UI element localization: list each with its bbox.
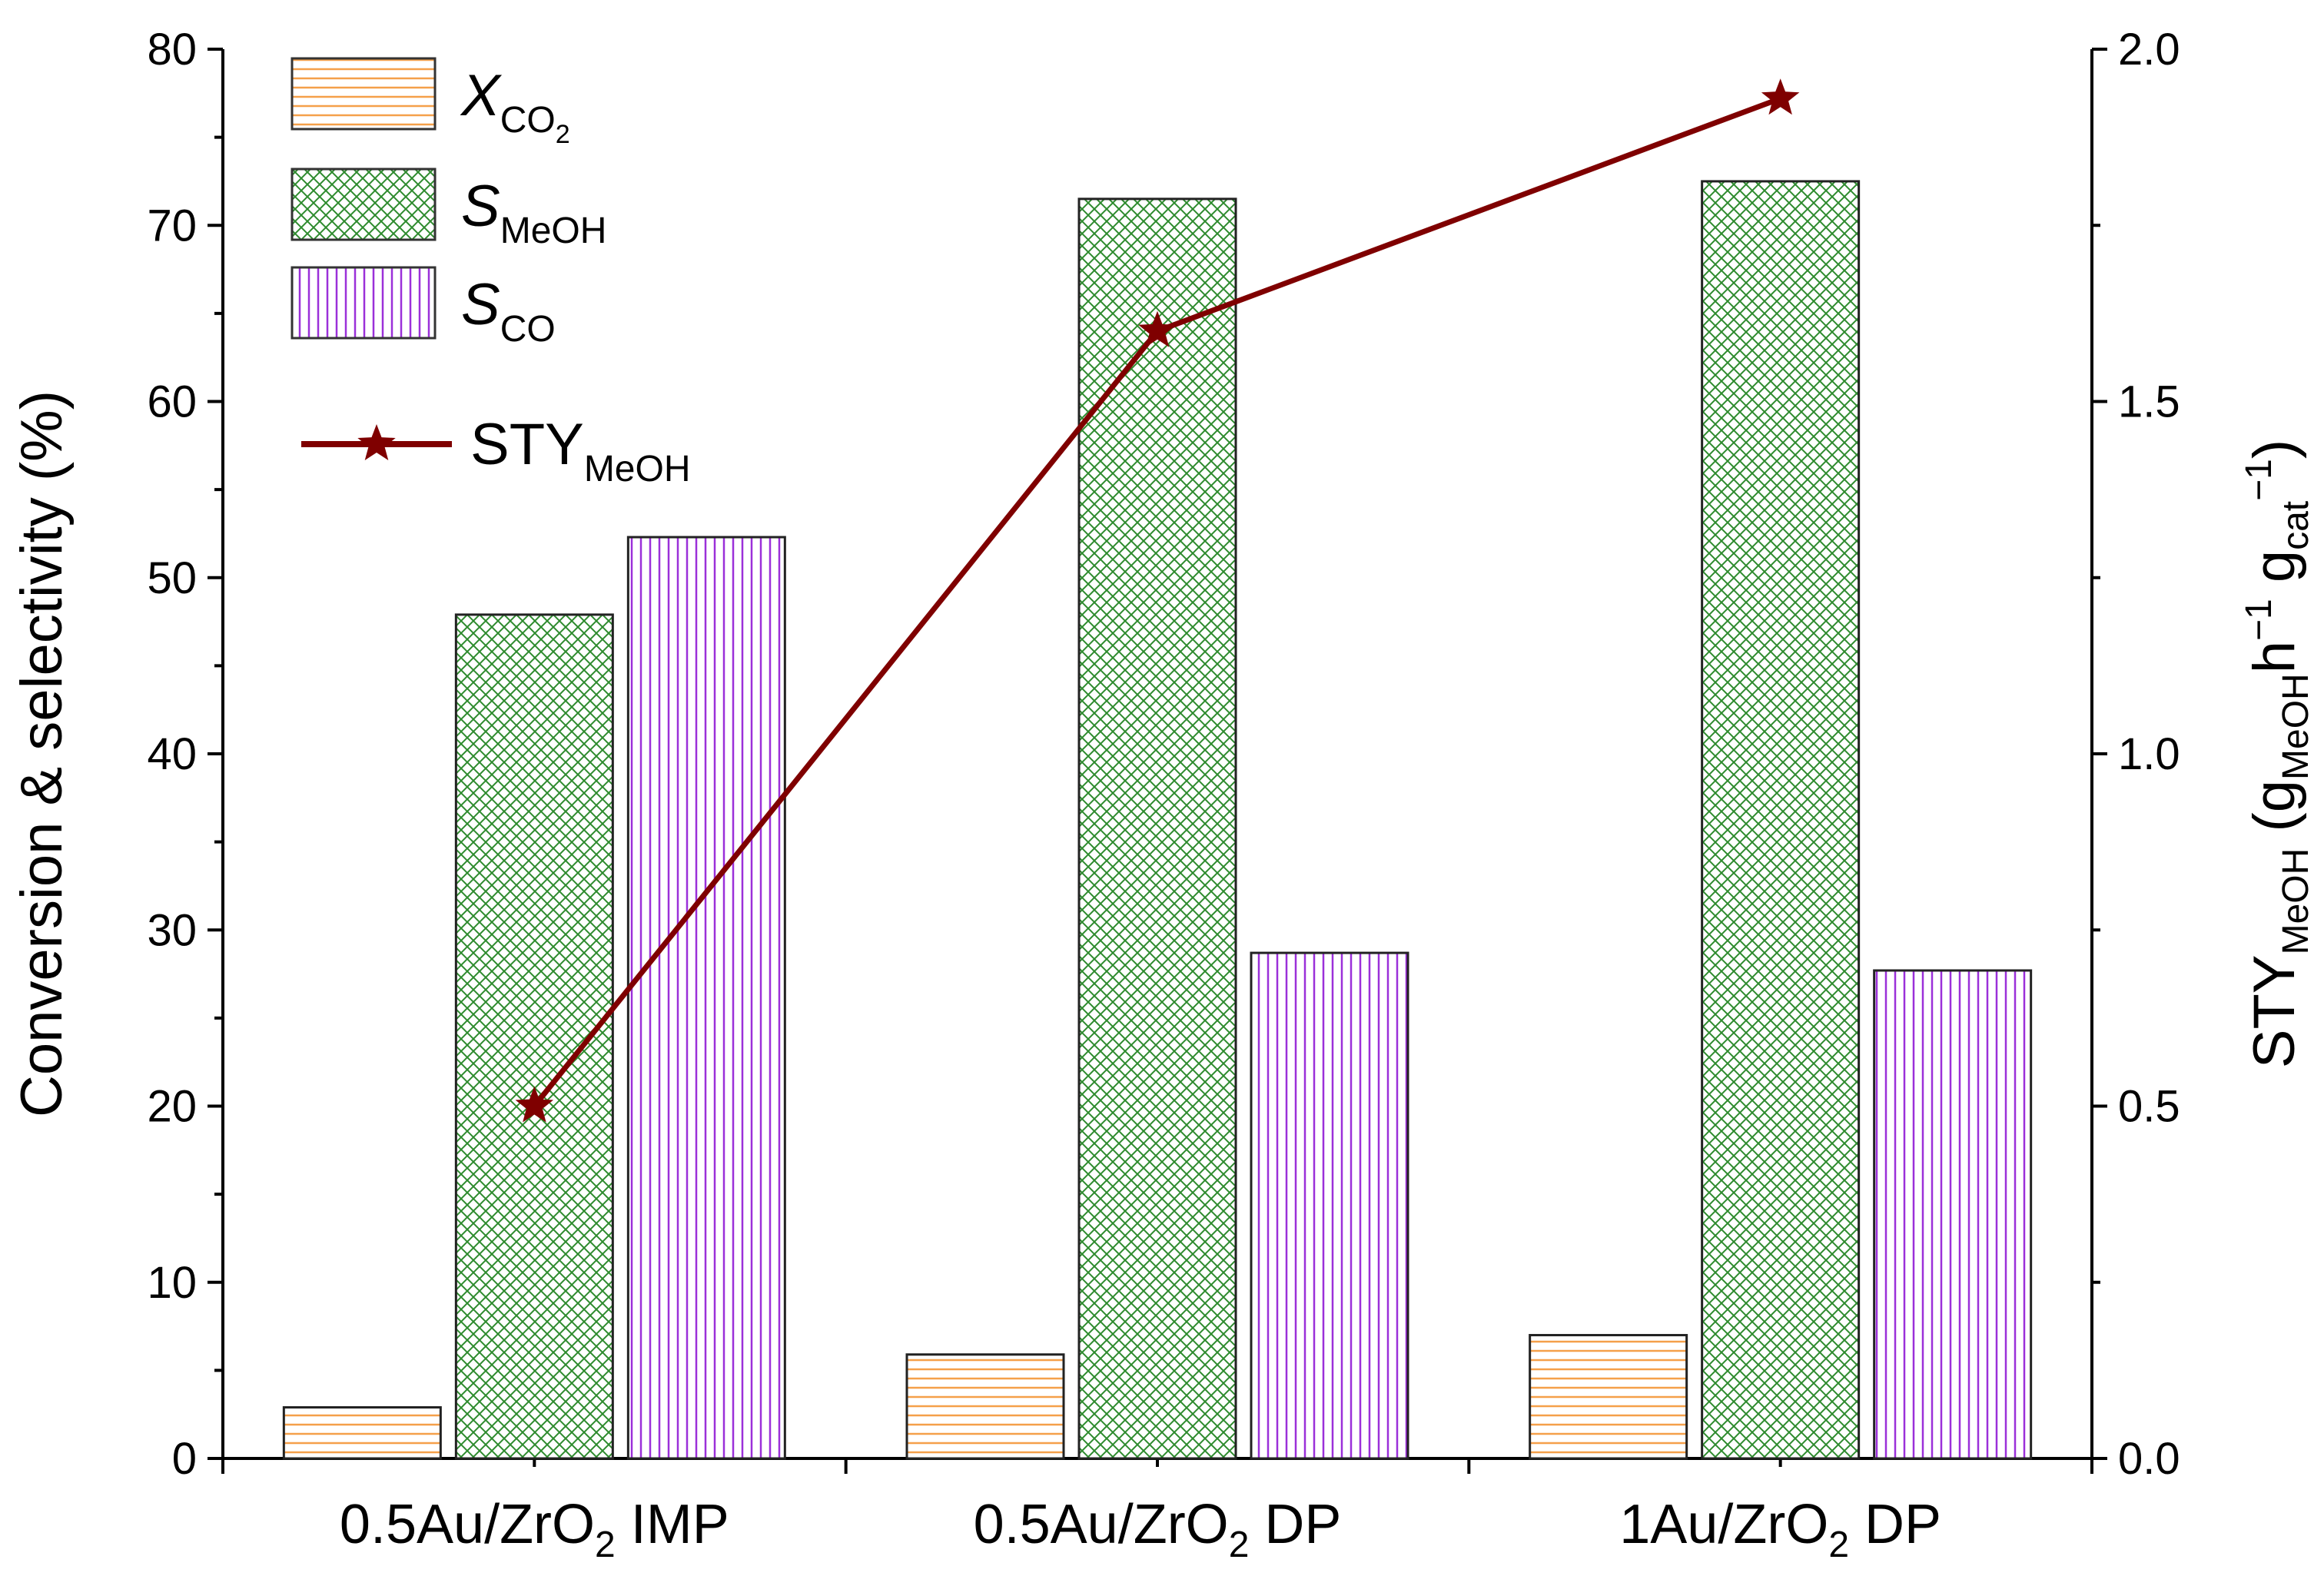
legend: XCO2 SMeOH SCO STYMeOH (290, 57, 691, 489)
y2-title-close: ) (2242, 440, 2307, 459)
bar-sco (626, 536, 786, 1460)
y2-title-sup1: −1 (2239, 599, 2279, 641)
y2-tick-label: 0.0 (2118, 1434, 2180, 1484)
sty-star-marker (515, 1086, 554, 1123)
y2-axis-title: STYMeOH (gMeOHh−1 gcat−1) (2239, 440, 2316, 1068)
sty-star-marker (1761, 78, 1800, 115)
sty-star-marker (1138, 310, 1177, 347)
y2-title-g: g (2242, 550, 2307, 599)
legend-label-sco: SCO (461, 272, 556, 350)
y-tick-label: 50 (147, 553, 197, 603)
left-axis-ticks: 0 10 20 30 40 50 60 70 80 (147, 25, 223, 1484)
x-axis-ticks: 0.5Au/ZrO2 IMP 0.5Au/ZrO2 DP 1Au/ZrO2 DP (221, 1458, 2093, 1565)
right-axis-ticks: 0.0 0.5 1.0 1.5 2.0 (2092, 25, 2180, 1484)
legend-label-sty: STYMeOH (470, 412, 691, 489)
bar-sco (1250, 951, 1409, 1460)
y2-title-mid: (g (2242, 780, 2307, 848)
y2-title-sup2: −1 (2239, 459, 2279, 501)
y-tick-label: 70 (147, 201, 197, 251)
y-axis-title: Conversion & selectivity (%) (9, 390, 75, 1117)
y2-title-sub3: cat (2276, 501, 2316, 550)
y-tick-label: 0 (172, 1434, 197, 1484)
y2-title-main: STY (2242, 954, 2307, 1068)
y2-title-h: h (2242, 641, 2307, 673)
y2-tick-label: 1.0 (2118, 729, 2180, 779)
y2-title-sub2: MeOH (2276, 673, 2316, 780)
bars (282, 180, 2033, 1460)
bar-xco2 (905, 1353, 1065, 1460)
y-tick-label: 40 (147, 729, 197, 779)
legend-swatch-xco2 (290, 57, 437, 131)
legend-label-xco2: XCO2 (460, 63, 570, 149)
y-tick-label: 20 (147, 1082, 197, 1132)
category-label: 1Au/ZrO2 DP (1619, 1494, 1941, 1565)
bar-smeoh (1701, 180, 1861, 1460)
y2-tick-label: 1.5 (2118, 377, 2180, 427)
legend-star-icon (357, 424, 396, 460)
y-tick-label: 60 (147, 377, 197, 427)
y2-title-sub: MeOH (2276, 848, 2316, 955)
y-tick-label: 10 (147, 1258, 197, 1308)
bar-smeoh (1077, 197, 1237, 1460)
bar-xco2 (282, 1406, 442, 1460)
sty-line-layer (515, 78, 1800, 1123)
y-tick-label: 30 (147, 905, 197, 955)
category-label: 0.5Au/ZrO2 IMP (340, 1494, 729, 1565)
legend-label-smeoh: SMeOH (461, 174, 606, 251)
y2-tick-label: 0.5 (2118, 1082, 2180, 1132)
legend-swatch-smeoh (290, 168, 437, 241)
bar-smeoh (454, 613, 614, 1460)
legend-swatch-sco (290, 266, 437, 340)
y-tick-label: 80 (147, 25, 197, 75)
bar-xco2 (1529, 1334, 1688, 1460)
y2-tick-label: 2.0 (2118, 25, 2180, 75)
category-label: 0.5Au/ZrO2 DP (974, 1494, 1342, 1565)
bar-sco (1873, 969, 2033, 1460)
